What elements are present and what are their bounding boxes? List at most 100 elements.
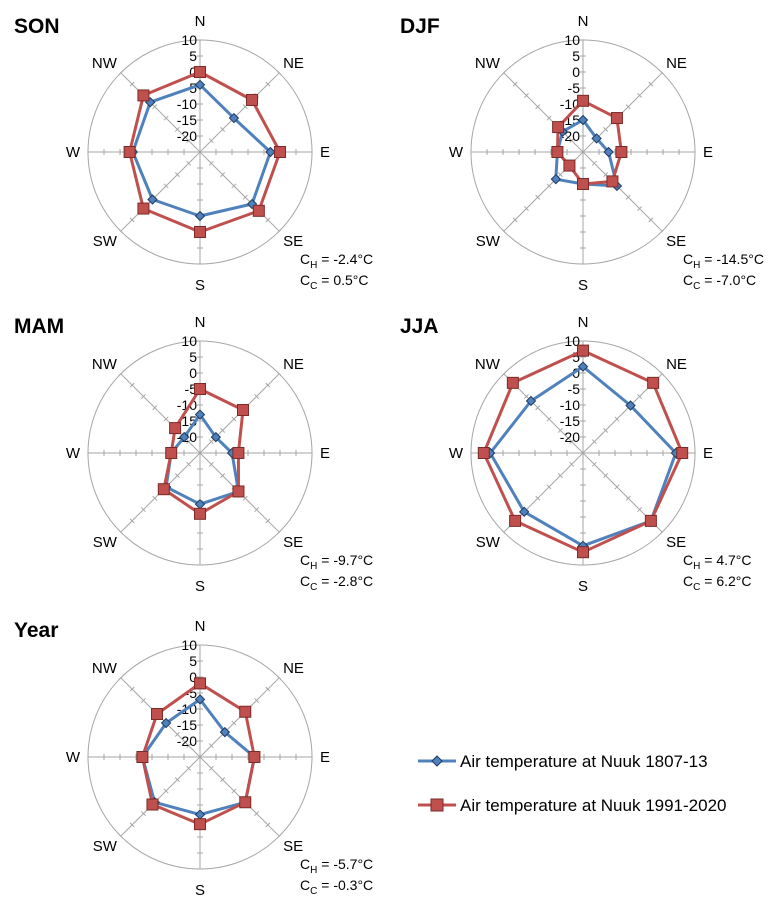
spoke-tick bbox=[208, 439, 214, 445]
series-2-point-e bbox=[248, 751, 261, 763]
direction-label-ne: NE bbox=[666, 356, 687, 373]
spoke-tick bbox=[186, 765, 192, 771]
direction-label-ne: NE bbox=[283, 55, 304, 72]
radial-tick-label: -20 bbox=[177, 733, 197, 749]
spoke-tick bbox=[118, 833, 124, 839]
spoke-tick bbox=[648, 81, 654, 87]
legend-entry-1: Air temperature at Nuuk 1807-13 bbox=[418, 752, 708, 771]
stat-h: CH = -14.5°C bbox=[683, 251, 764, 271]
direction-label-se: SE bbox=[666, 233, 686, 250]
direction-label-nw: NW bbox=[92, 660, 118, 677]
radial-tick-label: 0 bbox=[572, 64, 580, 80]
radial-tick-label: -5 bbox=[568, 381, 581, 397]
series-2-point-sw bbox=[157, 483, 170, 496]
direction-label-sw: SW bbox=[93, 534, 118, 551]
spoke-tick bbox=[186, 160, 192, 166]
series-2-point-s bbox=[194, 226, 206, 238]
series-2-point-n bbox=[194, 66, 206, 78]
spoke-tick bbox=[265, 382, 271, 388]
spoke-tick bbox=[152, 104, 158, 110]
spoke-tick bbox=[603, 427, 609, 433]
series-2-point-e bbox=[676, 447, 689, 459]
spoke-tick bbox=[231, 416, 237, 422]
legend-diamond-marker bbox=[431, 755, 443, 767]
spoke-tick bbox=[569, 461, 575, 467]
spoke-tick bbox=[129, 686, 135, 692]
radial-tick-label: 0 bbox=[572, 365, 580, 381]
spoke-tick bbox=[591, 160, 597, 166]
direction-label-se: SE bbox=[283, 233, 303, 250]
spoke-tick bbox=[625, 194, 631, 200]
spoke-tick bbox=[557, 172, 563, 178]
spoke-tick bbox=[208, 461, 214, 467]
series-2-point-nw bbox=[137, 89, 150, 102]
spoke-tick bbox=[625, 495, 631, 501]
direction-label-n: N bbox=[195, 13, 206, 30]
spoke-tick bbox=[265, 217, 271, 223]
radial-tick-label: 5 bbox=[189, 48, 197, 64]
direction-label-e: E bbox=[320, 749, 330, 766]
spoke-tick bbox=[186, 743, 192, 749]
series-1-point-e bbox=[265, 146, 276, 158]
spoke-tick bbox=[118, 371, 124, 377]
spoke-sw bbox=[120, 151, 201, 232]
spoke-sw bbox=[120, 756, 201, 837]
spoke-tick bbox=[208, 138, 214, 144]
stat-h: CH = -9.7°C bbox=[300, 552, 373, 572]
panel-title: SON bbox=[14, 15, 60, 38]
spoke-tick bbox=[659, 371, 665, 377]
spoke-tick bbox=[625, 104, 631, 110]
series-1-point-nw bbox=[178, 431, 190, 443]
spoke-tick bbox=[603, 172, 609, 178]
series-2-point-nw bbox=[151, 708, 164, 721]
spoke-tick bbox=[186, 138, 192, 144]
spoke-tick bbox=[648, 217, 654, 223]
series-2-point-sw bbox=[137, 202, 150, 215]
series-1-point-n bbox=[577, 361, 589, 372]
spoke-tick bbox=[254, 811, 260, 817]
stat-c: CC = -2.8°C bbox=[300, 573, 373, 593]
legend-square-marker bbox=[430, 798, 444, 812]
series-2-point-ne bbox=[239, 705, 252, 718]
series-2-point-e bbox=[615, 146, 628, 158]
radial-tick-label: 0 bbox=[189, 669, 197, 685]
direction-label-w: W bbox=[66, 445, 81, 462]
spoke-tick bbox=[174, 777, 180, 783]
spoke-tick bbox=[659, 529, 665, 535]
direction-label-e: E bbox=[703, 445, 713, 462]
series-2-point-e bbox=[274, 146, 286, 158]
series-1-point-ne bbox=[591, 133, 602, 144]
spoke-nw bbox=[503, 72, 584, 153]
spoke-tick bbox=[163, 183, 169, 189]
spoke-tick bbox=[501, 371, 507, 377]
spoke-tick bbox=[637, 92, 643, 98]
spoke-tick bbox=[637, 206, 643, 212]
direction-label-e: E bbox=[320, 445, 330, 462]
direction-label-nw: NW bbox=[92, 356, 118, 373]
spoke-nw bbox=[120, 373, 201, 454]
spoke-tick bbox=[501, 70, 507, 76]
spoke-tick bbox=[512, 217, 518, 223]
radial-tick-label: -10 bbox=[177, 96, 197, 112]
direction-label-s: S bbox=[195, 578, 205, 595]
series-2-point-n bbox=[577, 94, 589, 107]
spoke-se bbox=[199, 151, 280, 232]
spoke-tick bbox=[118, 529, 124, 535]
stat-h: CH = -5.7°C bbox=[300, 856, 373, 876]
direction-label-e: E bbox=[703, 144, 713, 161]
direction-label-n: N bbox=[195, 314, 206, 331]
direction-label-w: W bbox=[449, 144, 464, 161]
direction-label-w: W bbox=[66, 749, 81, 766]
spoke-tick bbox=[523, 393, 529, 399]
series-2-point-s bbox=[194, 507, 206, 520]
spoke-tick bbox=[220, 473, 226, 479]
spoke-tick bbox=[501, 529, 507, 535]
radial-tick-label: 10 bbox=[181, 333, 197, 349]
spoke-tick bbox=[140, 507, 146, 513]
spoke-tick bbox=[501, 228, 507, 234]
panel-title: JJA bbox=[400, 315, 439, 338]
direction-label-s: S bbox=[578, 277, 588, 294]
spoke-tick bbox=[174, 126, 180, 132]
